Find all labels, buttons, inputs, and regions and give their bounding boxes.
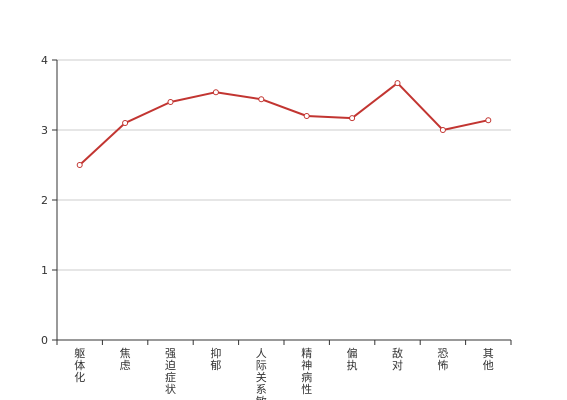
x-tick-label-7: 敌对 bbox=[392, 346, 403, 372]
x-tick-label-5: 精神病性 bbox=[301, 347, 312, 396]
series bbox=[76, 80, 492, 168]
data-point-9 bbox=[485, 117, 492, 124]
y-tick-label: 1 bbox=[41, 264, 48, 277]
axes bbox=[52, 59, 512, 345]
data-point-6 bbox=[349, 115, 356, 122]
y-tick-label: 3 bbox=[41, 124, 48, 137]
grid-lines bbox=[57, 59, 511, 271]
data-point-5 bbox=[303, 113, 310, 119]
data-point-1 bbox=[122, 120, 129, 126]
x-tick-labels: 躯体化 焦虑 强迫症状 抑郁 人际关系敏感 精神病性 偏执 敌对 恐怖 其他 bbox=[74, 346, 494, 400]
x-tick-label-0: 躯体化 bbox=[74, 347, 85, 384]
y-tick-label: 4 bbox=[41, 54, 48, 67]
y-tick-labels: 0 1 2 3 4 bbox=[41, 54, 48, 347]
data-point-8 bbox=[439, 127, 446, 133]
data-point-7 bbox=[394, 80, 401, 87]
x-tick-label-8: 恐怖 bbox=[437, 347, 448, 372]
x-tick-label-3: 抑郁 bbox=[210, 346, 221, 372]
x-tick-label-1: 焦虑 bbox=[120, 347, 131, 372]
x-tick-label-2: 强迫症状 bbox=[165, 347, 176, 396]
data-point-4 bbox=[258, 96, 265, 103]
data-point-3 bbox=[212, 89, 219, 96]
x-tick-label-4: 人际关系敏感 bbox=[256, 347, 267, 400]
y-tick-label: 2 bbox=[41, 194, 48, 207]
y-tick-label: 0 bbox=[41, 334, 48, 347]
data-point-2 bbox=[167, 99, 174, 105]
x-tick-label-9: 其他 bbox=[483, 347, 494, 372]
data-point-0 bbox=[76, 162, 83, 168]
series-line-0 bbox=[79, 82, 489, 166]
x-tick-label-6: 偏执 bbox=[347, 346, 358, 372]
